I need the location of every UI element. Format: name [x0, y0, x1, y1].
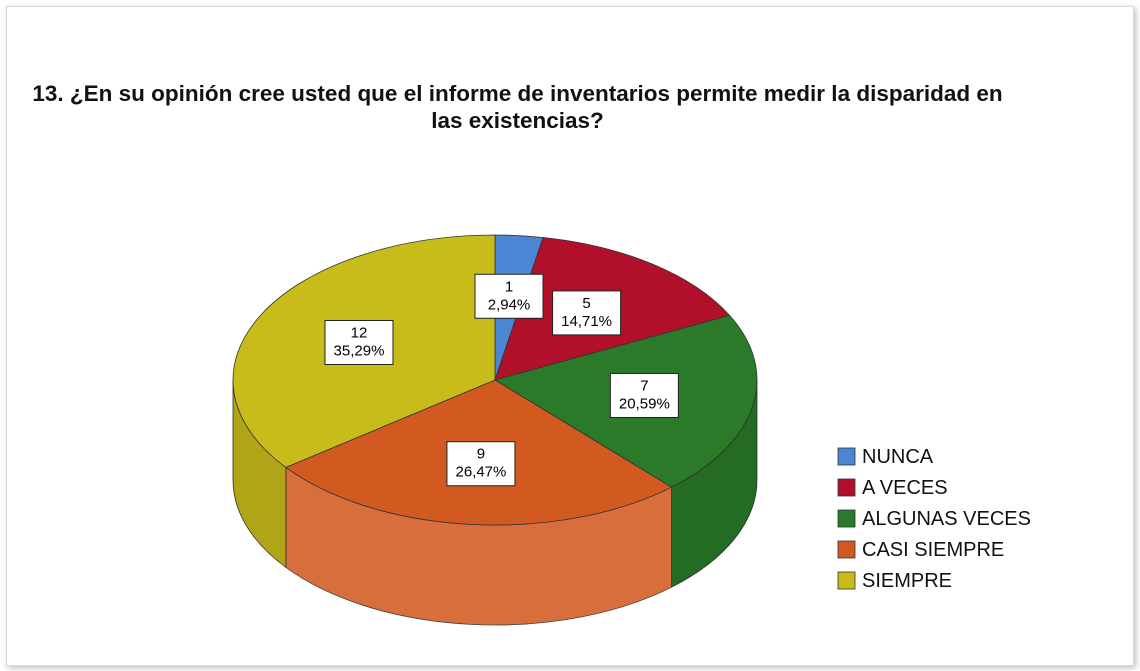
label-box — [324, 320, 394, 366]
legend-label: ALGUNAS VECES — [862, 508, 1031, 530]
label-percent: 14,71% — [561, 313, 612, 330]
label-count: 5 — [582, 295, 590, 312]
data-label: 12,94% — [474, 273, 544, 319]
legend-swatch — [837, 540, 856, 559]
legend-swatch — [837, 447, 856, 466]
data-label: 926,47% — [446, 441, 516, 487]
legend-label: NUNCA — [862, 446, 934, 468]
label-count: 7 — [640, 377, 648, 394]
label-percent: 35,29% — [334, 343, 385, 360]
label-percent: 26,47% — [455, 464, 506, 481]
legend-label: SIEMPRE — [862, 570, 952, 592]
label-percent: 2,94% — [488, 296, 531, 313]
chart-title: 13. ¿En su opinión cree usted que el inf… — [32, 81, 1003, 133]
side-shade — [233, 380, 286, 568]
side-shade — [671, 380, 757, 588]
label-count: 1 — [505, 278, 513, 295]
label-box — [609, 372, 679, 418]
label-box — [552, 290, 622, 336]
data-label: 514,71% — [552, 290, 622, 336]
side-shade — [285, 467, 672, 625]
label-box — [446, 441, 516, 487]
data-label: 720,59% — [609, 372, 679, 418]
legend-swatch — [837, 478, 856, 497]
legend-label: CASI SIEMPRE — [862, 539, 1004, 561]
legend-label: A VECES — [862, 477, 948, 499]
label-count: 12 — [351, 325, 368, 342]
label-box — [474, 273, 544, 319]
legend-swatch — [837, 571, 856, 590]
label-percent: 20,59% — [619, 395, 670, 412]
label-count: 9 — [477, 446, 485, 463]
legend-swatch — [837, 509, 856, 528]
